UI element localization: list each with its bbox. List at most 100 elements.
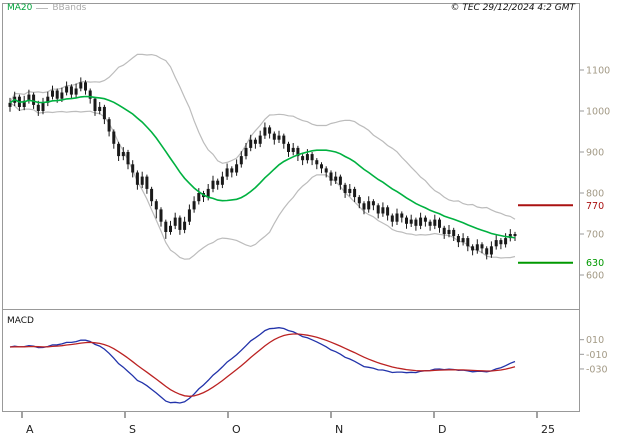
- candle-body: [419, 217, 423, 226]
- candle-body: [310, 154, 314, 161]
- legend: MA20 BBands: [7, 3, 86, 13]
- candle-body: [277, 135, 281, 140]
- candle-body: [32, 94, 36, 105]
- ma20-line: [9, 95, 516, 239]
- candle-body: [51, 90, 54, 97]
- candle-body: [93, 98, 97, 111]
- candle-body: [173, 217, 177, 226]
- candle-body: [405, 217, 408, 224]
- candle-body: [362, 203, 366, 210]
- candle-body: [41, 102, 45, 111]
- candle-body: [357, 197, 361, 204]
- copyright-text: © TEC 29/12/2024 4:2 GMT: [450, 3, 575, 13]
- macd-tick-label: -030: [586, 365, 608, 376]
- candle-body: [376, 205, 380, 214]
- price-tick-label: 900: [586, 148, 604, 159]
- candle-body: [456, 236, 460, 243]
- candle-body: [409, 219, 413, 224]
- bollinger-lower-line: [9, 102, 516, 260]
- candle-body: [36, 104, 40, 111]
- candle-body: [386, 207, 390, 216]
- candle-body: [98, 106, 102, 111]
- candle-body: [178, 217, 182, 230]
- level-label-630: 630: [586, 258, 604, 269]
- level-label-770: 770: [586, 201, 604, 212]
- candle-body: [489, 246, 493, 255]
- candle-body: [343, 184, 347, 193]
- candle-body: [65, 86, 69, 93]
- legend-separator-dash: [36, 7, 49, 9]
- candle-body: [220, 176, 224, 185]
- candle-body: [22, 100, 26, 107]
- candle-body: [159, 209, 163, 222]
- candle-body: [88, 90, 92, 99]
- candle-body: [206, 188, 210, 198]
- candle-body: [282, 135, 286, 144]
- candle-body: [253, 139, 257, 144]
- x-axis-label: A: [26, 423, 34, 436]
- candle-body: [291, 147, 295, 152]
- candle-body: [230, 168, 234, 173]
- candle-body: [367, 201, 371, 210]
- candle-body: [381, 207, 385, 214]
- candle-body: [433, 219, 437, 226]
- candle-body: [169, 225, 172, 232]
- macd-line: [9, 327, 516, 404]
- candle-body: [395, 213, 399, 222]
- candle-body: [225, 168, 229, 177]
- candle-body: [84, 82, 87, 91]
- candle-body: [272, 133, 276, 140]
- candle-body: [192, 201, 196, 210]
- candle-body: [102, 106, 106, 120]
- price-tick-label: 800: [586, 189, 604, 200]
- candle-body: [112, 131, 116, 144]
- candle-body: [494, 240, 498, 247]
- candle-body: [390, 215, 394, 222]
- candle-body: [296, 147, 300, 157]
- candle-body: [140, 176, 144, 185]
- candle-body: [471, 246, 475, 251]
- candle-body: [183, 221, 187, 230]
- macd-signal-line: [9, 333, 516, 397]
- candle-body: [164, 221, 168, 232]
- candle-body: [216, 180, 220, 185]
- candle-body: [235, 164, 239, 173]
- price-tick-label: 1000: [586, 107, 610, 118]
- macd-panel-border: [2, 309, 580, 412]
- candle-body: [126, 152, 130, 165]
- candle-body: [8, 102, 12, 107]
- candle-body: [197, 193, 201, 202]
- candle-body: [513, 234, 517, 236]
- candle-body: [107, 119, 111, 132]
- candle-body: [485, 248, 489, 255]
- candle-body: [131, 164, 135, 173]
- candle-body: [414, 219, 418, 226]
- candle-body: [400, 213, 404, 218]
- candle-body: [499, 240, 503, 245]
- macd-tick-label: -010: [586, 350, 608, 361]
- candle-body: [79, 82, 83, 89]
- candle-body: [428, 221, 432, 226]
- candle-body: [475, 244, 479, 251]
- candle-body: [145, 176, 149, 189]
- candle-body: [258, 135, 262, 144]
- candle-body: [423, 217, 427, 222]
- candle-body: [154, 201, 158, 210]
- x-axis-label: 25: [541, 423, 555, 436]
- candle-body: [55, 90, 59, 99]
- x-axis-label: O: [232, 423, 241, 436]
- x-axis-label: S: [129, 423, 136, 436]
- candle-body: [508, 234, 512, 239]
- ma20-legend-label: MA20: [7, 3, 33, 13]
- candle-body: [301, 156, 305, 161]
- candle-body: [504, 238, 508, 245]
- candle-body: [74, 88, 78, 95]
- candle-body: [268, 127, 272, 134]
- candle-body: [187, 209, 191, 222]
- candle-body: [320, 164, 323, 169]
- candle-body: [69, 86, 73, 95]
- candle-body: [438, 219, 441, 228]
- macd-panel-label: MACD: [7, 316, 34, 326]
- candle-body: [442, 227, 446, 234]
